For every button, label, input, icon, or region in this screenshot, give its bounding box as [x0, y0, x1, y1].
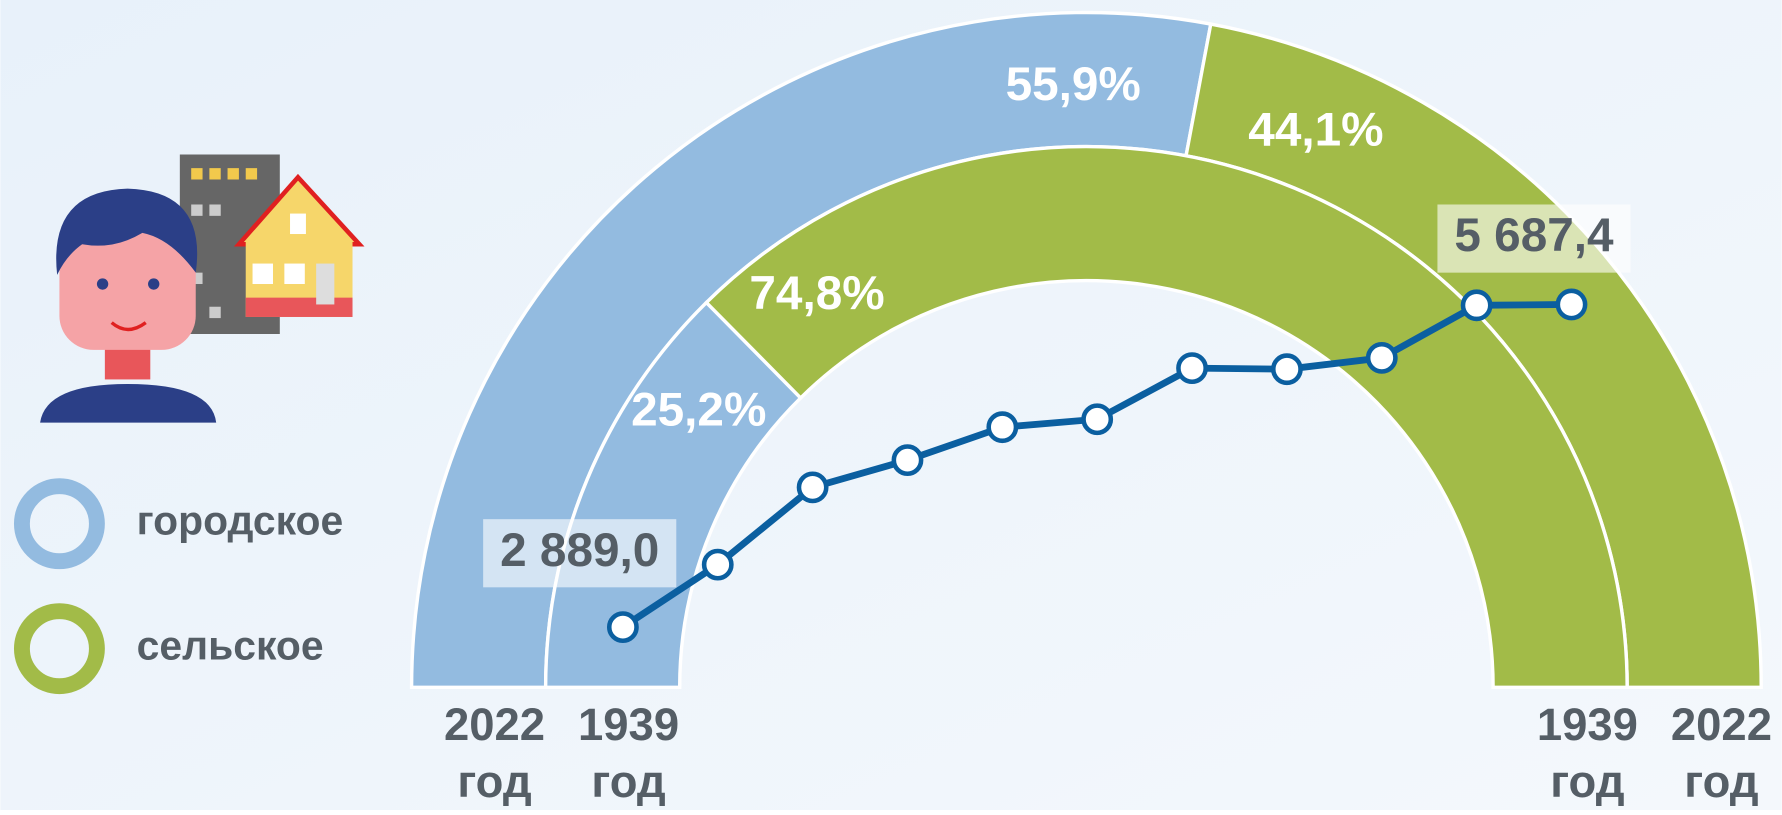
ring-year-label: год [457, 756, 531, 807]
value-label: 5 687,4 [1454, 209, 1614, 262]
line-point [1460, 289, 1493, 322]
legend-marker [13, 478, 105, 570]
line-point [986, 411, 1019, 444]
ring-year-label: год [1550, 756, 1624, 807]
line-point [1081, 403, 1114, 436]
line-point [1176, 352, 1208, 385]
ring-year-label: год [591, 756, 665, 807]
person-icon [40, 154, 365, 423]
legend-marker [13, 603, 105, 695]
legend-label: сельское [137, 622, 324, 668]
value-label-box [483, 519, 677, 588]
segment-label: 44,1% [1248, 104, 1383, 157]
value-label-box [1437, 204, 1631, 273]
line-point [796, 471, 829, 504]
value-label: 2 889,0 [500, 524, 659, 577]
ring-year-label: 1939 [1537, 699, 1638, 750]
ring-year-label: год [1684, 756, 1758, 807]
line-point [1555, 288, 1588, 321]
legend-label: городское [137, 498, 344, 544]
line-point [1365, 341, 1398, 374]
ring-segment [704, 144, 1629, 690]
ring-year-label: 2022 [444, 699, 545, 750]
ring-year-label: 2022 [1671, 699, 1772, 750]
segment-label: 25,2% [631, 384, 766, 437]
segment-label: 74,8% [749, 267, 884, 320]
line-point [701, 548, 734, 581]
line-point [1271, 353, 1303, 386]
line-point [606, 611, 639, 644]
segment-label: 55,9% [1006, 58, 1141, 111]
line-point [891, 444, 924, 477]
ring-year-label: 1939 [578, 699, 679, 750]
